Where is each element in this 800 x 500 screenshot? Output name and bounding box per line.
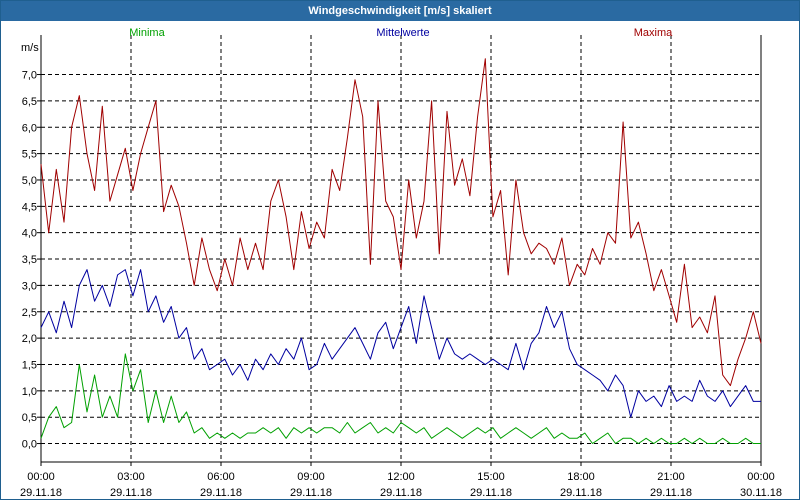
y-tick-label: 4,0 — [22, 228, 37, 240]
x-tick-date: 29.11.18 — [650, 487, 692, 499]
series-group — [40, 58, 762, 444]
y-tick-label: 0,5 — [22, 412, 37, 424]
y-tick-label: 4,5 — [22, 201, 37, 213]
y-tick-label: 1,5 — [22, 359, 37, 371]
x-tick-date: 29.11.18 — [380, 487, 422, 499]
legend-item-mittelwerte: Mittelwerte — [376, 27, 429, 39]
y-tick-label: 6,0 — [22, 122, 37, 134]
legend-item-minima: Minima — [129, 27, 165, 39]
chart-title: Windgeschwindigkeit [m/s] skaliert — [1, 1, 799, 21]
x-tick-date: 29.11.18 — [20, 487, 62, 499]
y-tick-label: 3,5 — [22, 254, 37, 266]
grid — [41, 35, 761, 462]
x-tick-time: 18:00 — [567, 471, 595, 483]
y-tick-label: 6,5 — [22, 96, 37, 108]
x-tick-date: 29.11.18 — [560, 487, 602, 499]
chart-svg: Minima Mittelwerte Maxima 0,0 0,5 1,0 1,5 2,0 2… — [20, 27, 782, 499]
x-tick-time: 12:00 — [387, 471, 415, 483]
y-tick-labels: 0,0 0,5 1,0 1,5 2,0 2,5 3,0 3,5 4,0 4,5 5,0 5,5 6,0 6… — [22, 70, 37, 451]
y-tick-label: 2,5 — [22, 307, 37, 319]
x-tick-date: 29.11.18 — [110, 487, 152, 499]
y-tick-label: 7,0 — [22, 70, 37, 82]
x-tick-time: 00:00 — [747, 471, 775, 483]
x-tick-time: 03:00 — [117, 471, 145, 483]
axes — [37, 35, 762, 466]
x-tick-date: 29.11.18 — [290, 487, 332, 499]
series-line-minima — [40, 353, 761, 444]
y-tick-label: 1,0 — [22, 386, 37, 398]
x-tick-time: 15:00 — [477, 471, 505, 483]
y-tick-label: 0,0 — [22, 439, 37, 451]
y-tick-label: 5,0 — [22, 175, 37, 187]
x-tick-date: 29.11.18 — [470, 487, 512, 499]
y-tick-label: 5,5 — [22, 149, 37, 161]
x-tick-time: 00:00 — [27, 471, 55, 483]
x-tick-labels: 00:00 29.11.18 03:00 29.11.18 06:00 29.11.18 0… — [20, 471, 782, 499]
legend-item-maxima: Maxima — [634, 27, 673, 39]
x-tick-time: 09:00 — [297, 471, 325, 483]
x-tick-time: 21:00 — [657, 471, 685, 483]
y-tick-label: 2,0 — [22, 333, 37, 345]
x-tick-date: 30.11.18 — [740, 487, 782, 499]
x-tick-time: 06:00 — [207, 471, 235, 483]
y-tick-label: 3,0 — [22, 280, 37, 292]
x-tick-date: 29.11.18 — [200, 487, 242, 499]
legend: Minima Mittelwerte Maxima — [129, 27, 673, 39]
series-line-maxima — [40, 58, 762, 387]
series-line-mittelwerte — [40, 269, 761, 418]
y-axis-label: m/s — [21, 42, 39, 54]
